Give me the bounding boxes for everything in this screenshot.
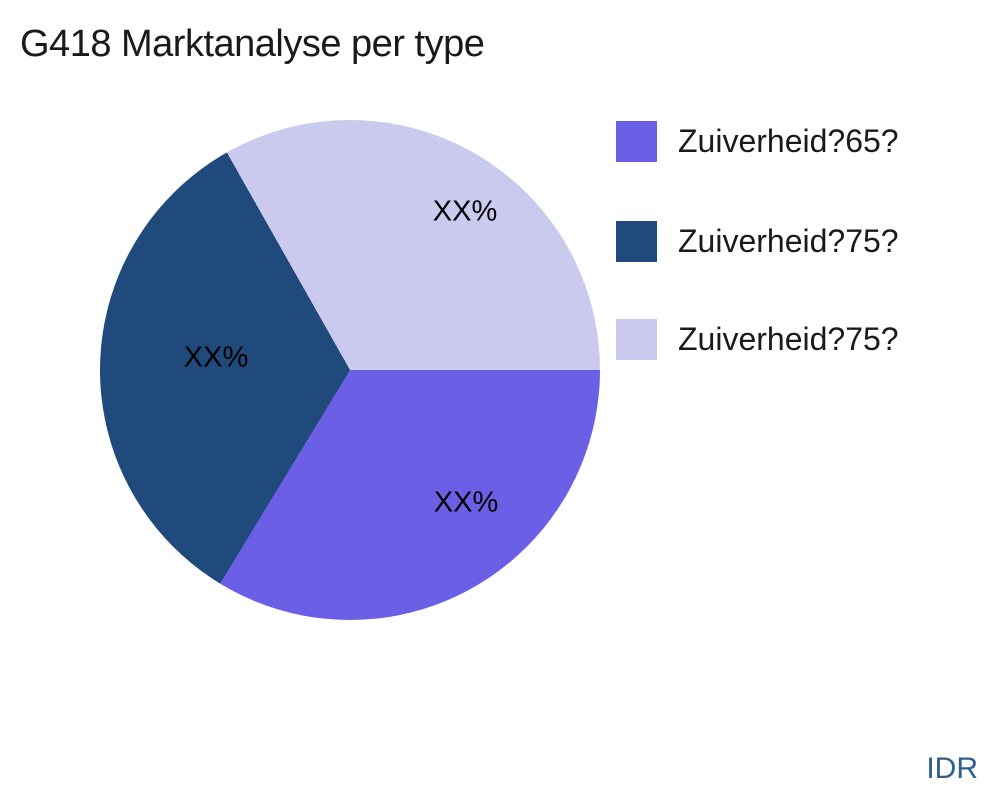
watermark-idr: IDR: [926, 752, 978, 785]
legend-label: Zuiverheid?75?: [678, 223, 899, 259]
legend-label: Zuiverheid?65?: [678, 123, 899, 159]
pie-chart: [100, 120, 600, 620]
legend-swatch-icon: [616, 319, 657, 360]
pie-slice-label-zuiverheid-75b: XX%: [432, 195, 498, 228]
page-title: G418 Marktanalyse per type: [20, 23, 485, 65]
pie-slice-label-zuiverheid-65: XX%: [433, 486, 499, 519]
legend-label: Zuiverheid?75?: [678, 321, 899, 357]
legend-swatch-icon: [616, 221, 657, 262]
legend-item-zuiverheid-65: Zuiverheid?65?: [616, 121, 899, 162]
legend-item-zuiverheid-75: Zuiverheid?75?: [616, 221, 899, 262]
legend-item-zuiverheid-75b: Zuiverheid?75?: [616, 319, 899, 360]
legend-swatch-icon: [616, 121, 657, 162]
pie-slice-label-zuiverheid-75: XX%: [183, 341, 249, 374]
